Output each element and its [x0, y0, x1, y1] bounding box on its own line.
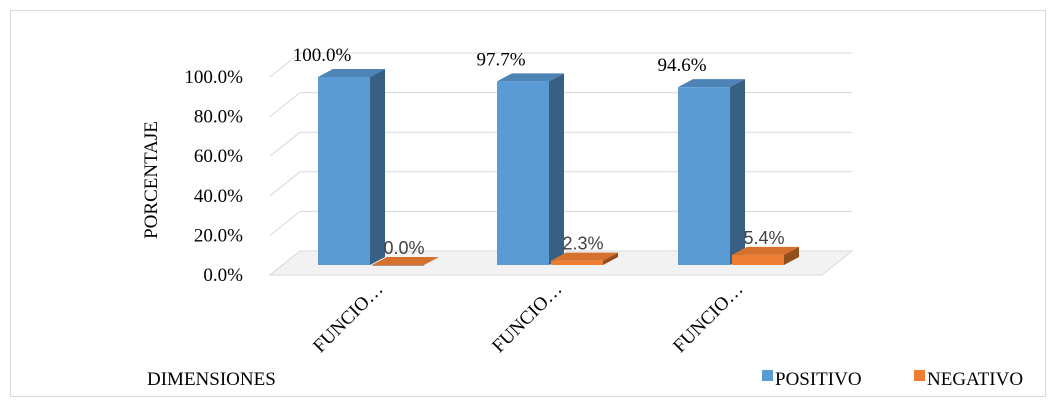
y-tick-label: 40.0%	[194, 186, 243, 207]
data-label-positivo: 94.6%	[657, 55, 706, 76]
legend-swatch-positivo	[762, 370, 773, 381]
x-tick-label: FUNCIO…	[488, 279, 566, 357]
bar-side-face	[603, 252, 618, 265]
y-tick-label: 0.0%	[203, 265, 243, 286]
data-label-negativo: 5.4%	[743, 228, 784, 248]
bar-front-face	[497, 81, 549, 265]
bar-front-face	[551, 260, 603, 265]
bar-negativo-2	[732, 246, 799, 265]
data-label-negativo: 0.0%	[383, 238, 424, 258]
x-axis-title: DIMENSIONES	[147, 369, 276, 390]
bar-front-face	[678, 87, 730, 265]
x-tick-label: FUNCIO…	[669, 279, 747, 357]
bar-positivo-0	[318, 69, 385, 265]
bar-negativo-0	[372, 257, 439, 266]
bar-side-face	[370, 69, 385, 265]
data-label-positivo: 97.7%	[476, 49, 525, 70]
gridline-side	[269, 211, 301, 236]
y-tick-label: 80.0%	[194, 107, 243, 128]
bar-side-face	[549, 73, 564, 265]
bar-layer	[318, 69, 799, 266]
bar-positivo-2	[678, 79, 745, 265]
bar-positivo-1	[497, 73, 564, 265]
y-tick-label: 60.0%	[194, 146, 243, 167]
bar-top-face	[678, 79, 745, 88]
bar-side-face	[730, 79, 745, 265]
x-tick-label: FUNCIO…	[309, 279, 387, 357]
y-tick-label: 100.0%	[184, 67, 243, 88]
data-label-negativo: 2.3%	[562, 234, 603, 254]
bar-top-face	[372, 257, 439, 265]
gridline-side	[269, 171, 301, 197]
bar-front-face	[732, 254, 784, 265]
legend: POSITIVO NEGATIVO	[762, 369, 1023, 390]
y-tick-label: 20.0%	[194, 225, 243, 246]
gridline-side	[269, 131, 301, 157]
legend-label-positivo: POSITIVO	[775, 369, 862, 390]
bar-negativo-1	[551, 252, 618, 265]
bar-side-face	[784, 246, 799, 265]
data-label-positivo: 100.0%	[293, 45, 352, 66]
gridline-side	[269, 92, 301, 117]
bar-top-face	[732, 246, 799, 255]
legend-swatch-negativo	[914, 370, 925, 381]
y-axis-title: PORCENTAJE	[141, 121, 162, 239]
bar-top-face	[318, 69, 385, 77]
gridline-side	[269, 52, 301, 78]
bar-front-face	[318, 77, 370, 265]
bar-top-face	[497, 73, 564, 82]
bar-top-face	[551, 252, 618, 261]
bar-front-face	[372, 265, 424, 266]
legend-label-negativo: NEGATIVO	[927, 369, 1023, 390]
